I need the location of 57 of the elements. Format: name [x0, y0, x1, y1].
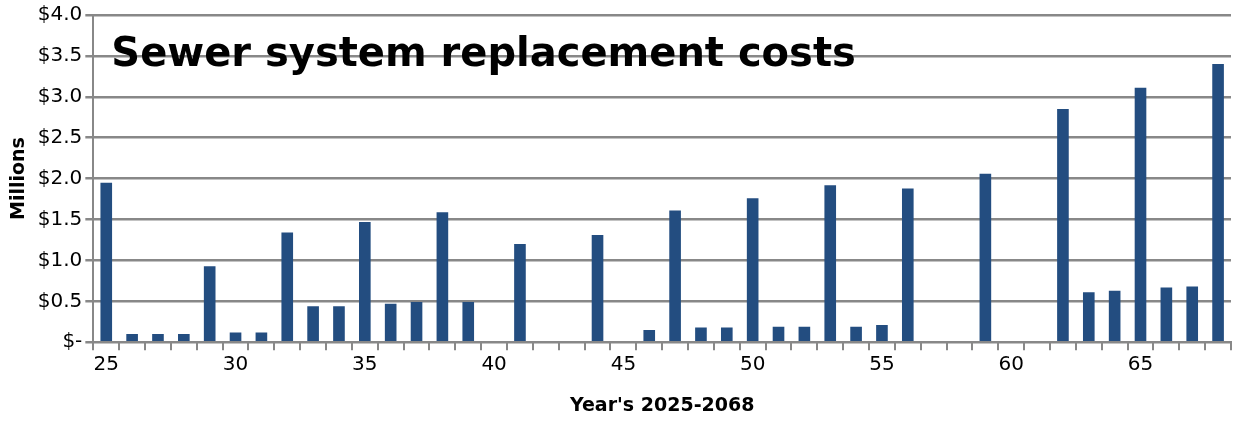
bar [203, 266, 216, 341]
bar [281, 232, 294, 341]
bar [824, 185, 837, 341]
bar [1057, 109, 1069, 341]
bar [1160, 287, 1173, 341]
x-tick-label: 35 [352, 351, 378, 376]
bar [1108, 290, 1121, 341]
bar [772, 326, 785, 341]
bar [1212, 64, 1224, 341]
bar [384, 303, 397, 341]
bar [643, 329, 656, 341]
bar [410, 302, 423, 341]
bar [979, 173, 992, 341]
x-tick-label: 50 [739, 351, 766, 376]
x-tick-label: 60 [998, 351, 1024, 376]
y-tick-label: $1.5 [37, 205, 83, 230]
bar [720, 327, 733, 341]
x-tick-label: 55 [869, 351, 895, 376]
x-tick-label: 30 [222, 351, 249, 376]
bar [100, 182, 113, 341]
y-tick-label: $1.0 [37, 246, 83, 271]
bar [695, 327, 707, 341]
bar [1082, 292, 1095, 341]
bar [850, 326, 862, 341]
bar [333, 306, 345, 341]
x-axis-title: Year's 2025-2068 [568, 392, 755, 415]
chart-title: Sewer system replacement costs [111, 29, 856, 76]
y-tick-label: $3.0 [37, 83, 83, 107]
bar [126, 334, 138, 341]
bar [307, 306, 319, 341]
bar [746, 198, 759, 341]
x-tick-label: 40 [481, 351, 507, 376]
x-tick-label: 25 [93, 351, 119, 376]
bar [152, 334, 164, 341]
bar [1186, 286, 1199, 341]
bar [436, 212, 449, 341]
x-tick-label: 45 [610, 351, 637, 376]
bar [591, 235, 604, 341]
bar [876, 325, 888, 341]
bar [514, 244, 526, 341]
bar [901, 188, 914, 341]
bar [359, 221, 371, 341]
x-tick-label: 65 [1127, 351, 1154, 376]
bar [229, 332, 242, 341]
bar [255, 332, 268, 341]
bar [798, 326, 811, 341]
bar [462, 302, 475, 341]
y-tick-label: $2.5 [37, 123, 83, 148]
bar [669, 210, 681, 341]
y-tick-label: $4.0 [37, 1, 83, 26]
y-tick-label: $3.5 [37, 42, 83, 67]
y-axis-title: Millions [6, 137, 29, 221]
y-tick-label: $2.0 [37, 164, 83, 189]
bar [1134, 87, 1147, 341]
bar [178, 334, 190, 341]
y-tick-label: $0.5 [37, 287, 83, 312]
y-tick-label: $- [62, 328, 83, 353]
